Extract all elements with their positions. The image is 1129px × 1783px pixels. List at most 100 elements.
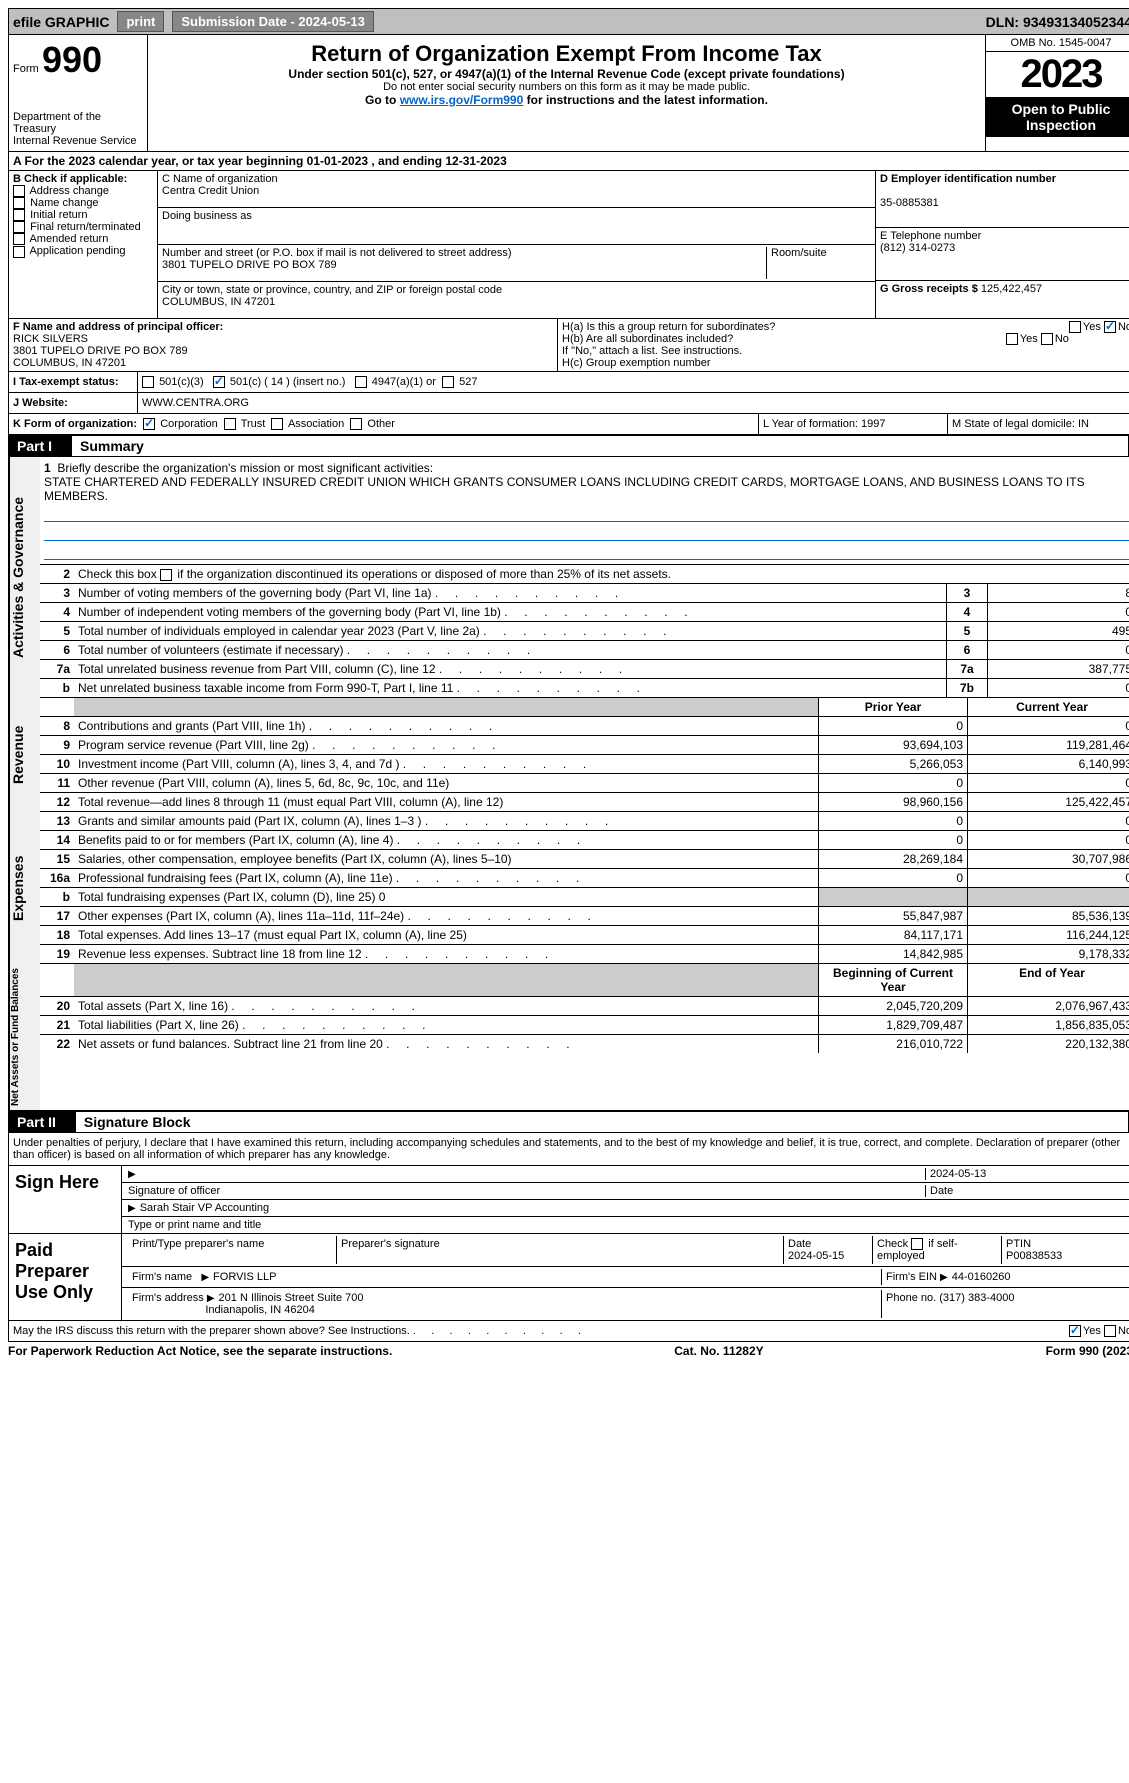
line-2: Check this box if the organization disco… — [74, 565, 1129, 583]
part-i-header: Part I Summary — [8, 435, 1129, 457]
mission-line — [44, 507, 1129, 522]
form-header: Form 990 Department of the Treasury Inte… — [8, 35, 1129, 152]
p16a: 0 — [818, 869, 967, 887]
cb-ha-yes[interactable] — [1069, 321, 1081, 333]
cb-name-change[interactable] — [13, 197, 25, 209]
cb-hb-no[interactable] — [1041, 333, 1053, 345]
opt-amended: Amended return — [29, 233, 108, 245]
opt-527: 527 — [459, 376, 477, 388]
goto-pre: Go to — [365, 93, 400, 107]
p10: 5,266,053 — [818, 755, 967, 773]
irs-link[interactable]: www.irs.gov/Form990 — [400, 93, 524, 107]
c8: 0 — [967, 717, 1129, 735]
cb-discontinued[interactable] — [160, 569, 172, 581]
beg-year-head: Beginning of Current Year — [818, 964, 967, 996]
form-number: 990 — [42, 39, 102, 80]
officer-addr2: COLUMBUS, IN 47201 — [13, 357, 126, 369]
opt-app-pending: Application pending — [29, 245, 125, 257]
prep-date: 2024-05-15 — [788, 1250, 844, 1262]
cb-501c[interactable] — [213, 376, 225, 388]
cb-4947[interactable] — [355, 376, 367, 388]
line-5: Total number of individuals employed in … — [74, 622, 946, 640]
val-7a: 387,775 — [987, 660, 1129, 678]
tax-year: 2023 — [986, 52, 1129, 97]
line-19: Revenue less expenses. Subtract line 18 … — [74, 945, 818, 963]
phone-label: Phone no. — [886, 1292, 936, 1304]
discuss-yes: Yes — [1083, 1325, 1101, 1337]
sig-date: 2024-05-13 — [925, 1168, 1129, 1180]
dba-label: Doing business as — [162, 210, 252, 222]
expenses-section: Expenses 13Grants and similar amounts pa… — [8, 812, 1129, 964]
return-title: Return of Organization Exempt From Incom… — [154, 41, 979, 67]
cb-self-employed[interactable] — [911, 1238, 923, 1250]
cb-501c3[interactable] — [142, 376, 154, 388]
cb-other[interactable] — [350, 418, 362, 430]
part-i-title: Summary — [72, 436, 1128, 456]
c22: 220,132,380 — [967, 1035, 1129, 1053]
ein: 35-0885381 — [880, 197, 939, 209]
opt-trust: Trust — [241, 418, 266, 430]
opt-501c: 501(c) ( 14 ) (insert no.) — [230, 376, 346, 388]
c17: 85,536,139 — [967, 907, 1129, 925]
p20: 2,045,720,209 — [818, 997, 967, 1015]
line-13: Grants and similar amounts paid (Part IX… — [74, 812, 818, 830]
firm-addr2: Indianapolis, IN 46204 — [205, 1304, 314, 1316]
form-ref: Form 990 (2023) — [1046, 1344, 1129, 1358]
part-ii-header: Part II Signature Block — [8, 1111, 1129, 1133]
line-3: Number of voting members of the governin… — [74, 584, 946, 602]
opt-other: Other — [367, 418, 395, 430]
val-7b: 0 — [987, 679, 1129, 697]
state-domicile: M State of legal domicile: IN — [947, 414, 1129, 434]
cb-app-pending[interactable] — [13, 246, 25, 258]
opt-address-change: Address change — [29, 185, 109, 197]
cb-discuss-no[interactable] — [1104, 1325, 1116, 1337]
date-lbl2: Date — [788, 1238, 811, 1250]
gross-receipts: 125,422,457 — [981, 283, 1042, 295]
cb-amended[interactable] — [13, 233, 25, 245]
p13: 0 — [818, 812, 967, 830]
val-3: 8 — [987, 584, 1129, 602]
form-org-row: K Form of organization: Corporation Trus… — [8, 414, 1129, 435]
val-4: 0 — [987, 603, 1129, 621]
vert-ag: Activities & Governance — [9, 457, 40, 698]
sig-officer-label: Signature of officer — [128, 1185, 925, 1197]
website-url: WWW.CENTRA.ORG — [138, 393, 1129, 413]
cb-527[interactable] — [442, 376, 454, 388]
mission-label: Briefly describe the organization's miss… — [57, 461, 433, 475]
page-footer: For Paperwork Reduction Act Notice, see … — [8, 1342, 1129, 1360]
p21: 1,829,709,487 — [818, 1016, 967, 1034]
cb-hb-yes[interactable] — [1006, 333, 1018, 345]
cb-initial-return[interactable] — [13, 209, 25, 221]
hb-label: H(b) Are all subordinates included? — [562, 333, 733, 345]
no-label: No — [1118, 321, 1129, 333]
cb-final-return[interactable] — [13, 221, 25, 233]
print-button[interactable]: print — [117, 11, 164, 32]
c14: 0 — [967, 831, 1129, 849]
firm-name: FORVIS LLP — [213, 1271, 276, 1283]
cb-trust[interactable] — [224, 418, 236, 430]
officer-typed: Sarah Stair VP Accounting — [128, 1202, 269, 1214]
city: COLUMBUS, IN 47201 — [162, 296, 275, 308]
f-label: F Name and address of principal officer: — [13, 321, 223, 333]
prior-year-head: Prior Year — [818, 698, 967, 716]
line-4: Number of independent voting members of … — [74, 603, 946, 621]
c12: 125,422,457 — [967, 793, 1129, 811]
cb-ha-no[interactable] — [1104, 321, 1116, 333]
cb-address-change[interactable] — [13, 185, 25, 197]
p11: 0 — [818, 774, 967, 792]
cb-assoc[interactable] — [271, 418, 283, 430]
cb-corp[interactable] — [143, 418, 155, 430]
c9: 119,281,464 — [967, 736, 1129, 754]
c19: 9,178,332 — [967, 945, 1129, 963]
c21: 1,856,835,053 — [967, 1016, 1129, 1034]
line-10: Investment income (Part VIII, column (A)… — [74, 755, 818, 773]
tel-label: E Telephone number — [880, 230, 981, 242]
discuss-label: May the IRS discuss this return with the… — [13, 1325, 1069, 1337]
city-label: City or town, state or province, country… — [162, 284, 502, 296]
p15: 28,269,184 — [818, 850, 967, 868]
officer-group: F Name and address of principal officer:… — [8, 319, 1129, 372]
c-name-label: C Name of organization — [162, 173, 278, 185]
line-7a: Total unrelated business revenue from Pa… — [74, 660, 946, 678]
cb-discuss-yes[interactable] — [1069, 1325, 1081, 1337]
form-label: Form — [13, 63, 39, 75]
